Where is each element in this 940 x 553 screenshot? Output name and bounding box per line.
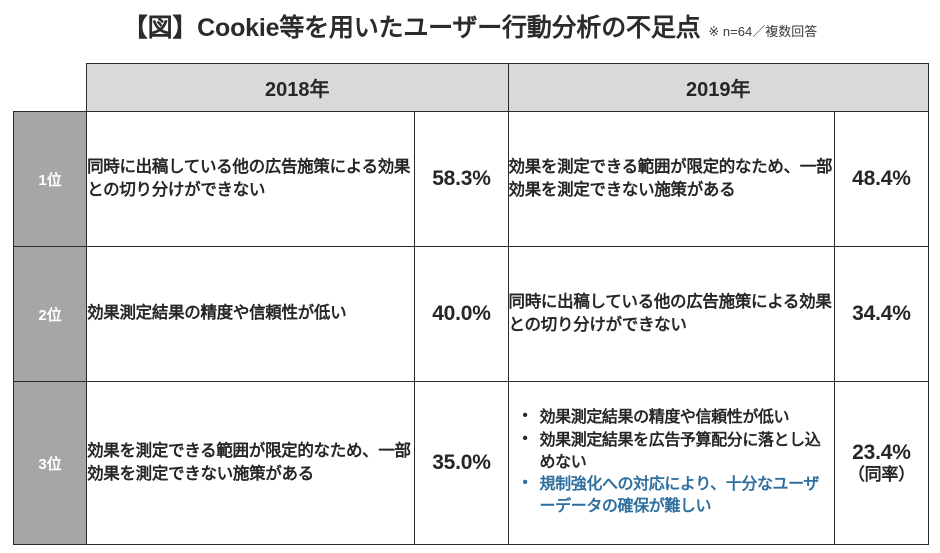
table-row: 1位 同時に出稿している他の広告施策による効果との切り分けができない 58.3%… xyxy=(12,111,930,247)
column-header-2018: 2018年 xyxy=(86,63,509,112)
cell-2018-text-1: 同時に出稿している他の広告施策による効果との切り分けができない xyxy=(86,111,416,247)
cell-2019-pct-2: 34.4% xyxy=(833,246,930,382)
rank-label-3: 3位 xyxy=(12,381,88,545)
cell-2018-pct-3: 35.0% xyxy=(414,381,509,545)
comparison-table-container: 2018年 2019年 1位 同時に出稿している他の広告施策による効果との切り分… xyxy=(12,63,930,545)
cell-2019-text-3: 効果測定結果の精度や信頼性が低い 効果測定結果を広告予算配分に落とし込めない 規… xyxy=(507,381,835,545)
chart-title-bar: 【図】Cookie等を用いたユーザー行動分析の不足点 ※ n=64／複数回答 xyxy=(0,8,940,52)
list-item: 効果測定結果の精度や信頼性が低い xyxy=(521,406,824,429)
table-row: 3位 効果を測定できる範囲が限定的なため、一部効果を測定できない施策がある 35… xyxy=(12,381,930,545)
pct-tied-note: （同率） xyxy=(847,464,916,484)
cell-2018-pct-2: 40.0% xyxy=(414,246,509,382)
table-row: 2位 効果測定結果の精度や信頼性が低い 40.0% 同時に出稿している他の広告施… xyxy=(12,246,930,382)
column-header-2019: 2019年 xyxy=(507,63,930,112)
cell-2019-text-2: 同時に出稿している他の広告施策による効果との切り分けができない xyxy=(507,246,835,382)
list-item: 規制強化への対応により、十分なユーザーデータの確保が難しい xyxy=(521,473,824,518)
cell-2019-pct-1: 48.4% xyxy=(833,111,930,247)
table-header-row: 2018年 2019年 xyxy=(14,63,930,112)
cell-2018-text-3: 効果を測定できる範囲が限定的なため、一部効果を測定できない施策がある xyxy=(86,381,416,545)
page-title: 【図】Cookie等を用いたユーザー行動分析の不足点 xyxy=(122,14,701,42)
rank-label-2: 2位 xyxy=(12,246,88,382)
cell-2018-text-2: 効果測定結果の精度や信頼性が低い xyxy=(86,246,416,382)
rank-label-1: 1位 xyxy=(12,111,88,247)
list-item: 効果測定結果を広告予算配分に落とし込めない xyxy=(521,429,824,474)
cell-2019-pct-3: 23.4% （同率） xyxy=(833,381,930,545)
sample-size-note: ※ n=64／複数回答 xyxy=(708,24,818,39)
cell-2019-text-1: 効果を測定できる範囲が限定的なため、一部効果を測定できない施策がある xyxy=(507,111,835,247)
cell-2018-pct-1: 58.3% xyxy=(414,111,509,247)
ranking-comparison-table: 2018年 2019年 1位 同時に出稿している他の広告施策による効果との切り分… xyxy=(12,63,930,545)
pct-value: 23.4% xyxy=(852,440,911,464)
tied-items-list: 効果測定結果の精度や信頼性が低い 効果測定結果を広告予算配分に落とし込めない 規… xyxy=(521,406,824,518)
header-corner-spacer xyxy=(14,64,87,112)
